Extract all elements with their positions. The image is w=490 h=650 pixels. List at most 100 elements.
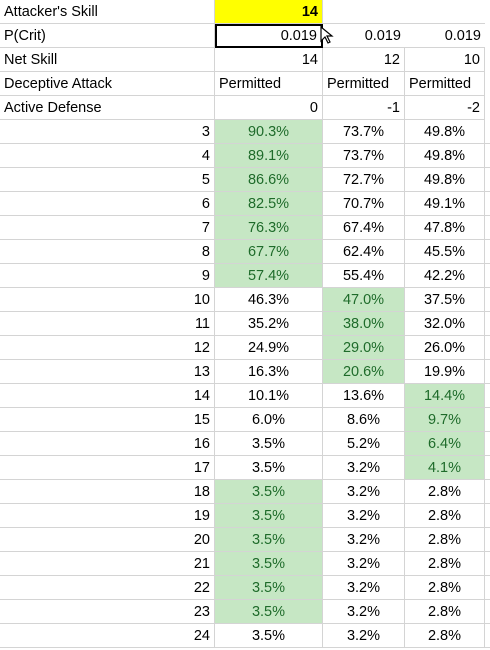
cell-roll[interactable]: 20 bbox=[0, 528, 215, 552]
cell-prob-d[interactable]: 49.1% bbox=[405, 192, 485, 216]
cell-prob-b[interactable]: 3.5% bbox=[215, 600, 323, 624]
cell-prob-b[interactable]: 89.1% bbox=[215, 144, 323, 168]
cell-prob-d[interactable]: 9.7% bbox=[405, 408, 485, 432]
cell-prob-b[interactable]: 57.4% bbox=[215, 264, 323, 288]
cell-edge[interactable] bbox=[485, 504, 490, 528]
cell-edge[interactable] bbox=[485, 432, 490, 456]
cell-roll[interactable]: 3 bbox=[0, 120, 215, 144]
cell-net-skill-b[interactable]: 14 bbox=[215, 48, 323, 72]
cell-prob-b[interactable]: 3.5% bbox=[215, 456, 323, 480]
cell-prob-d[interactable]: 26.0% bbox=[405, 336, 485, 360]
cell-net-skill-c[interactable]: 12 bbox=[323, 48, 405, 72]
cell-edge[interactable] bbox=[485, 216, 490, 240]
cell-prob-d[interactable]: 47.8% bbox=[405, 216, 485, 240]
cell-prob-c[interactable]: 20.6% bbox=[323, 360, 405, 384]
cell-prob-b[interactable]: 82.5% bbox=[215, 192, 323, 216]
cell-prob-d[interactable]: 42.2% bbox=[405, 264, 485, 288]
cell-deceptive-attack-d[interactable]: Permitted bbox=[405, 72, 485, 96]
cell-edge[interactable] bbox=[485, 168, 490, 192]
cell-prob-c[interactable]: 8.6% bbox=[323, 408, 405, 432]
cell-edge[interactable] bbox=[485, 264, 490, 288]
cell-active-defense-c[interactable]: -1 bbox=[323, 96, 405, 120]
cell-label-p-crit[interactable]: P(Crit) bbox=[0, 24, 215, 48]
cell-prob-c[interactable]: 38.0% bbox=[323, 312, 405, 336]
cell-edge[interactable] bbox=[485, 384, 490, 408]
cell-prob-b[interactable]: 24.9% bbox=[215, 336, 323, 360]
cell-prob-c[interactable]: 73.7% bbox=[323, 120, 405, 144]
cell-empty[interactable] bbox=[405, 0, 485, 24]
cell-prob-d[interactable]: 19.9% bbox=[405, 360, 485, 384]
cell-prob-d[interactable]: 32.0% bbox=[405, 312, 485, 336]
cell-prob-d[interactable]: 2.8% bbox=[405, 528, 485, 552]
cell-prob-c[interactable]: 3.2% bbox=[323, 624, 405, 648]
cell-prob-b[interactable]: 3.5% bbox=[215, 432, 323, 456]
cell-prob-b[interactable]: 67.7% bbox=[215, 240, 323, 264]
cell-prob-c[interactable]: 13.6% bbox=[323, 384, 405, 408]
cell-prob-c[interactable]: 47.0% bbox=[323, 288, 405, 312]
cell-prob-d[interactable]: 2.8% bbox=[405, 480, 485, 504]
cell-empty[interactable] bbox=[323, 0, 405, 24]
cell-prob-c[interactable]: 62.4% bbox=[323, 240, 405, 264]
cell-prob-c[interactable]: 73.7% bbox=[323, 144, 405, 168]
cell-roll[interactable]: 23 bbox=[0, 600, 215, 624]
cell-edge[interactable] bbox=[485, 552, 490, 576]
cell-p-crit-selected[interactable]: 0.019 bbox=[215, 24, 323, 48]
cell-label-deceptive-attack[interactable]: Deceptive Attack bbox=[0, 72, 215, 96]
cell-prob-c[interactable]: 3.2% bbox=[323, 528, 405, 552]
cell-edge[interactable] bbox=[485, 120, 490, 144]
cell-edge[interactable] bbox=[485, 624, 490, 648]
cell-label-attackers-skill[interactable]: Attacker's Skill bbox=[0, 0, 215, 24]
cell-prob-d[interactable]: 49.8% bbox=[405, 168, 485, 192]
cell-prob-d[interactable]: 37.5% bbox=[405, 288, 485, 312]
cell-prob-b[interactable]: 16.3% bbox=[215, 360, 323, 384]
cell-prob-c[interactable]: 3.2% bbox=[323, 576, 405, 600]
cell-prob-d[interactable]: 2.8% bbox=[405, 576, 485, 600]
cell-prob-d[interactable]: 49.8% bbox=[405, 144, 485, 168]
cell-prob-d[interactable]: 2.8% bbox=[405, 504, 485, 528]
cell-roll[interactable]: 16 bbox=[0, 432, 215, 456]
cell-label-net-skill[interactable]: Net Skill bbox=[0, 48, 215, 72]
cell-prob-c[interactable]: 3.2% bbox=[323, 600, 405, 624]
cell-prob-d[interactable]: 4.1% bbox=[405, 456, 485, 480]
cell-edge[interactable] bbox=[485, 528, 490, 552]
cell-net-skill-d[interactable]: 10 bbox=[405, 48, 485, 72]
cell-prob-d[interactable]: 2.8% bbox=[405, 600, 485, 624]
cell-roll[interactable]: 13 bbox=[0, 360, 215, 384]
cell-prob-d[interactable]: 49.8% bbox=[405, 120, 485, 144]
cell-p-crit-d[interactable]: 0.019 bbox=[405, 24, 485, 48]
cell-roll[interactable]: 9 bbox=[0, 264, 215, 288]
cell-edge[interactable] bbox=[485, 240, 490, 264]
cell-roll[interactable]: 17 bbox=[0, 456, 215, 480]
cell-roll[interactable]: 8 bbox=[0, 240, 215, 264]
cell-prob-d[interactable]: 2.8% bbox=[405, 624, 485, 648]
cell-roll[interactable]: 18 bbox=[0, 480, 215, 504]
cell-prob-b[interactable]: 6.0% bbox=[215, 408, 323, 432]
cell-prob-c[interactable]: 3.2% bbox=[323, 504, 405, 528]
cell-roll[interactable]: 21 bbox=[0, 552, 215, 576]
cell-roll[interactable]: 15 bbox=[0, 408, 215, 432]
cell-prob-c[interactable]: 70.7% bbox=[323, 192, 405, 216]
cell-prob-b[interactable]: 3.5% bbox=[215, 504, 323, 528]
cell-prob-b[interactable]: 35.2% bbox=[215, 312, 323, 336]
cell-prob-d[interactable]: 2.8% bbox=[405, 552, 485, 576]
cell-attackers-skill-input[interactable]: 14 bbox=[215, 0, 323, 24]
cell-roll[interactable]: 11 bbox=[0, 312, 215, 336]
cell-prob-c[interactable]: 3.2% bbox=[323, 456, 405, 480]
cell-prob-b[interactable]: 3.5% bbox=[215, 528, 323, 552]
cell-roll[interactable]: 22 bbox=[0, 576, 215, 600]
cell-prob-c[interactable]: 29.0% bbox=[323, 336, 405, 360]
cell-roll[interactable]: 6 bbox=[0, 192, 215, 216]
cell-edge[interactable] bbox=[485, 480, 490, 504]
cell-prob-c[interactable]: 3.2% bbox=[323, 552, 405, 576]
cell-prob-c[interactable]: 3.2% bbox=[323, 480, 405, 504]
cell-roll[interactable]: 24 bbox=[0, 624, 215, 648]
cell-deceptive-attack-b[interactable]: Permitted bbox=[215, 72, 323, 96]
cell-roll[interactable]: 19 bbox=[0, 504, 215, 528]
cell-prob-d[interactable]: 45.5% bbox=[405, 240, 485, 264]
cell-roll[interactable]: 5 bbox=[0, 168, 215, 192]
cell-edge[interactable] bbox=[485, 144, 490, 168]
cell-prob-c[interactable]: 72.7% bbox=[323, 168, 405, 192]
cell-edge[interactable] bbox=[485, 336, 490, 360]
cell-edge[interactable] bbox=[485, 600, 490, 624]
cell-prob-b[interactable]: 10.1% bbox=[215, 384, 323, 408]
